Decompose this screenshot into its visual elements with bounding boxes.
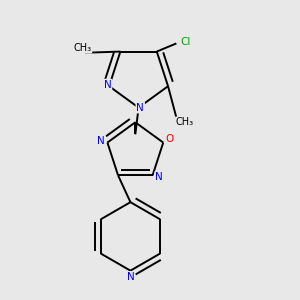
Text: N: N xyxy=(103,80,111,90)
Text: N: N xyxy=(155,172,163,182)
Text: N: N xyxy=(97,136,105,146)
Text: CH₃: CH₃ xyxy=(176,117,194,127)
Text: N: N xyxy=(136,103,144,112)
Text: CH₃: CH₃ xyxy=(73,43,92,53)
Text: Cl: Cl xyxy=(180,38,190,47)
Text: N: N xyxy=(127,272,134,282)
Text: O: O xyxy=(166,134,174,144)
